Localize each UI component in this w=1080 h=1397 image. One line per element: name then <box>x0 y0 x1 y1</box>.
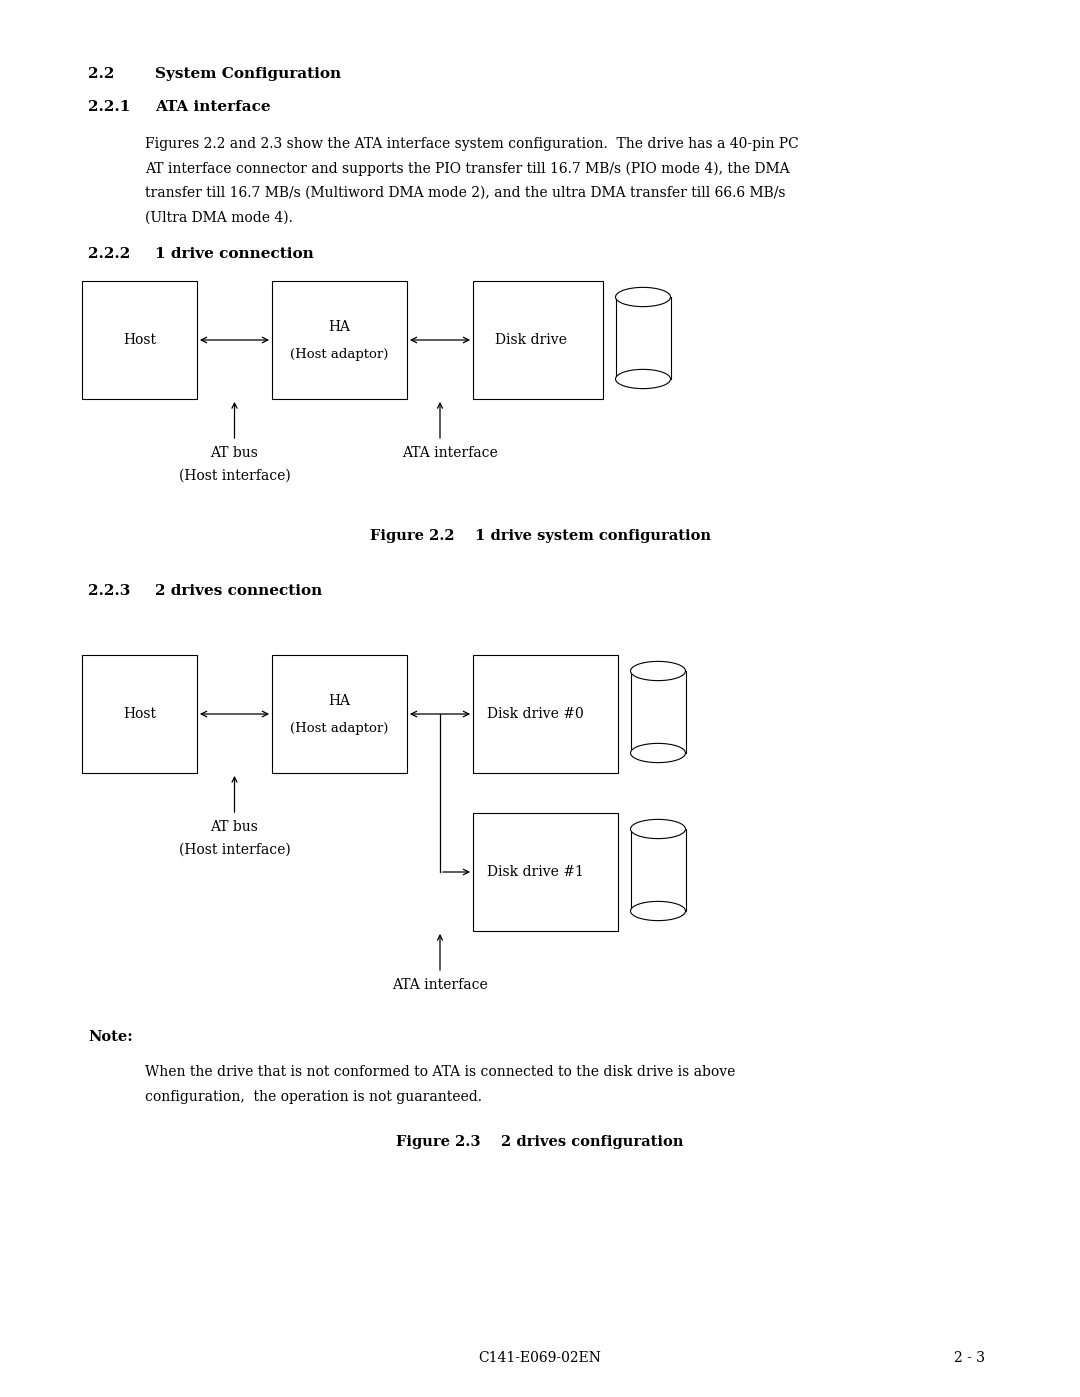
Text: AT interface connector and supports the PIO transfer till 16.7 MB/s (PIO mode 4): AT interface connector and supports the … <box>145 162 789 176</box>
Text: (Ultra DMA mode 4).: (Ultra DMA mode 4). <box>145 211 293 225</box>
Bar <box>272 281 407 400</box>
Ellipse shape <box>616 369 671 388</box>
Text: Figure 2.2    1 drive system configuration: Figure 2.2 1 drive system configuration <box>369 529 711 543</box>
Text: Note:: Note: <box>87 1030 133 1044</box>
Text: HA: HA <box>328 694 351 708</box>
Text: 2.2: 2.2 <box>87 67 114 81</box>
Bar <box>473 655 618 773</box>
Text: 2 drives connection: 2 drives connection <box>156 584 322 598</box>
Ellipse shape <box>631 820 686 838</box>
Bar <box>616 298 671 379</box>
Text: System Configuration: System Configuration <box>156 67 341 81</box>
Text: Figure 2.3    2 drives configuration: Figure 2.3 2 drives configuration <box>396 1134 684 1148</box>
Ellipse shape <box>631 901 686 921</box>
Bar <box>473 281 603 400</box>
Bar <box>631 671 686 753</box>
Text: (Host adaptor): (Host adaptor) <box>291 348 389 360</box>
Text: transfer till 16.7 MB/s (Multiword DMA mode 2), and the ultra DMA transfer till : transfer till 16.7 MB/s (Multiword DMA m… <box>145 186 785 200</box>
Text: Figures 2.2 and 2.3 show the ATA interface system configuration.  The drive has : Figures 2.2 and 2.3 show the ATA interfa… <box>145 137 799 151</box>
Text: 2 - 3: 2 - 3 <box>954 1351 985 1365</box>
Text: AT bus: AT bus <box>211 446 258 460</box>
Text: Disk drive: Disk drive <box>495 332 567 346</box>
Text: Host: Host <box>123 707 156 721</box>
Ellipse shape <box>631 661 686 680</box>
Text: ATA interface: ATA interface <box>392 978 488 992</box>
Text: HA: HA <box>328 320 351 334</box>
Text: configuration,  the operation is not guaranteed.: configuration, the operation is not guar… <box>145 1090 482 1104</box>
Text: When the drive that is not conformed to ATA is connected to the disk drive is ab: When the drive that is not conformed to … <box>145 1065 735 1078</box>
Text: 2.2.2: 2.2.2 <box>87 247 131 261</box>
Text: (Host adaptor): (Host adaptor) <box>291 721 389 735</box>
Text: 1 drive connection: 1 drive connection <box>156 247 314 261</box>
Bar <box>631 828 686 911</box>
Text: C141-E069-02EN: C141-E069-02EN <box>478 1351 602 1365</box>
Text: 2.2.1: 2.2.1 <box>87 101 131 115</box>
Text: Disk drive #0: Disk drive #0 <box>487 707 583 721</box>
Text: Host: Host <box>123 332 156 346</box>
Bar <box>473 813 618 930</box>
Text: Disk drive #1: Disk drive #1 <box>487 865 583 879</box>
Ellipse shape <box>616 288 671 306</box>
Bar <box>272 655 407 773</box>
Bar <box>82 281 197 400</box>
Text: ATA interface: ATA interface <box>156 101 271 115</box>
Text: ATA interface: ATA interface <box>402 446 498 460</box>
Text: (Host interface): (Host interface) <box>178 842 291 856</box>
Text: AT bus: AT bus <box>211 820 258 834</box>
Text: (Host interface): (Host interface) <box>178 469 291 483</box>
Bar <box>82 655 197 773</box>
Text: 2.2.3: 2.2.3 <box>87 584 131 598</box>
Ellipse shape <box>631 743 686 763</box>
